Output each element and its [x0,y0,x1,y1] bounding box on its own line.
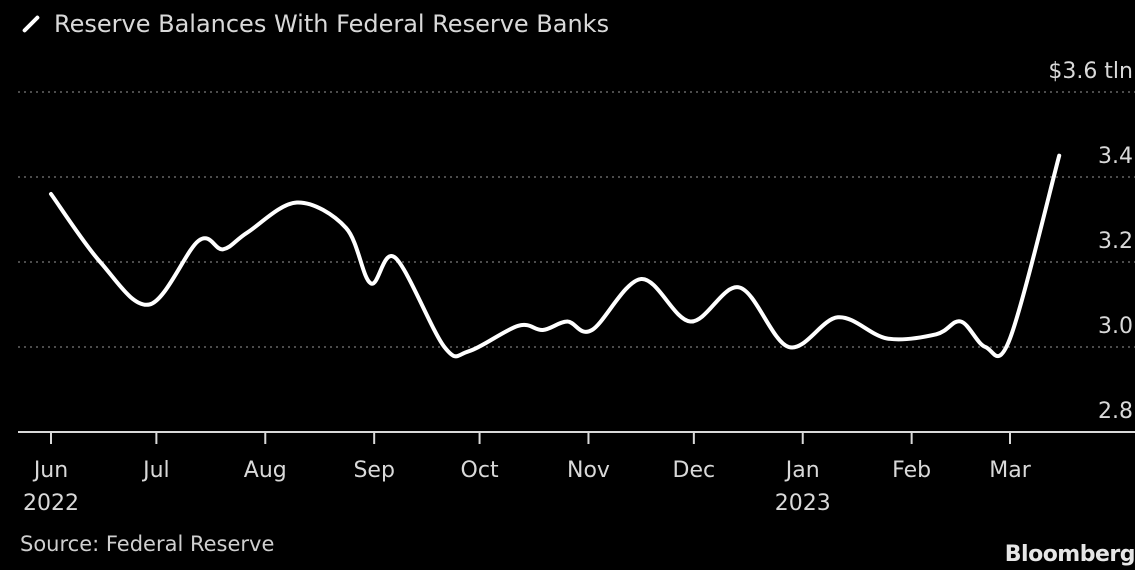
y-axis-ticks: $3.6 tln 3.4 3.2 3.0 2.8 [1048,59,1133,424]
source-note: Source: Federal Reserve [20,532,275,556]
x-tick-year-label: 2023 [775,491,831,516]
x-tick-label: Oct [461,458,499,483]
x-tick-label: Jul [141,458,170,483]
legend-label: Reserve Balances With Federal Reserve Ba… [54,10,610,38]
x-tick-label: Aug [244,458,287,483]
series-line [49,153,1062,359]
y-tick-label: $3.6 tln [1048,59,1133,84]
y-tick-label: 2.8 [1098,399,1133,424]
series-layer [49,153,1062,359]
legend: Reserve Balances With Federal Reserve Ba… [20,8,609,40]
x-tick-label: Feb [892,458,931,483]
x-tick-label: Nov [567,458,610,483]
gridlines [18,91,1135,348]
y-tick-label: 3.4 [1098,144,1133,169]
y-tick-label: 3.0 [1098,314,1133,339]
brand-logo: Bloomberg [1004,542,1135,567]
x-tick-year-label: 2022 [23,491,79,516]
x-tick-label: Sep [353,458,394,483]
x-tick-label: Jan [784,458,820,483]
x-axis: Jun 2022 Jul Aug Sep Oct Nov Dec Jan 2023 Feb Mar [18,431,1135,516]
x-tick-label: Mar [989,458,1031,483]
y-tick-label: 3.2 [1098,229,1133,254]
legend-swatch [21,14,41,34]
x-tick-label: Dec [673,458,716,483]
x-tick-label: Jun [32,458,68,483]
